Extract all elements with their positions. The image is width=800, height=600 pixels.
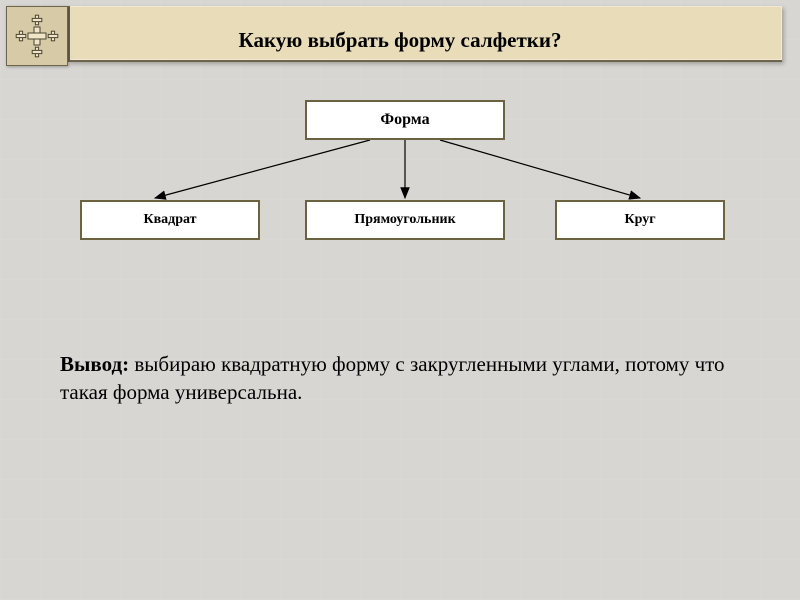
- conclusion-text: выбираю квадратную форму с закругленными…: [60, 352, 725, 404]
- child-node-rect: Прямоугольник: [305, 200, 505, 240]
- root-node-forma: Форма: [305, 100, 505, 140]
- slide-title: Какую выбрать форму салфетки?: [0, 28, 800, 53]
- conclusion-paragraph: Вывод: выбираю квадратную форму с закруг…: [60, 350, 740, 407]
- child-node-square: Квадрат: [80, 200, 260, 240]
- child-node-circle: Круг: [555, 200, 725, 240]
- root-node-label: Форма: [380, 111, 429, 129]
- child-node-label: Квадрат: [143, 212, 196, 228]
- conclusion-label: Вывод:: [60, 352, 129, 376]
- child-node-label: Прямоугольник: [354, 212, 455, 228]
- slide-background: [0, 0, 800, 600]
- child-node-label: Круг: [624, 212, 655, 228]
